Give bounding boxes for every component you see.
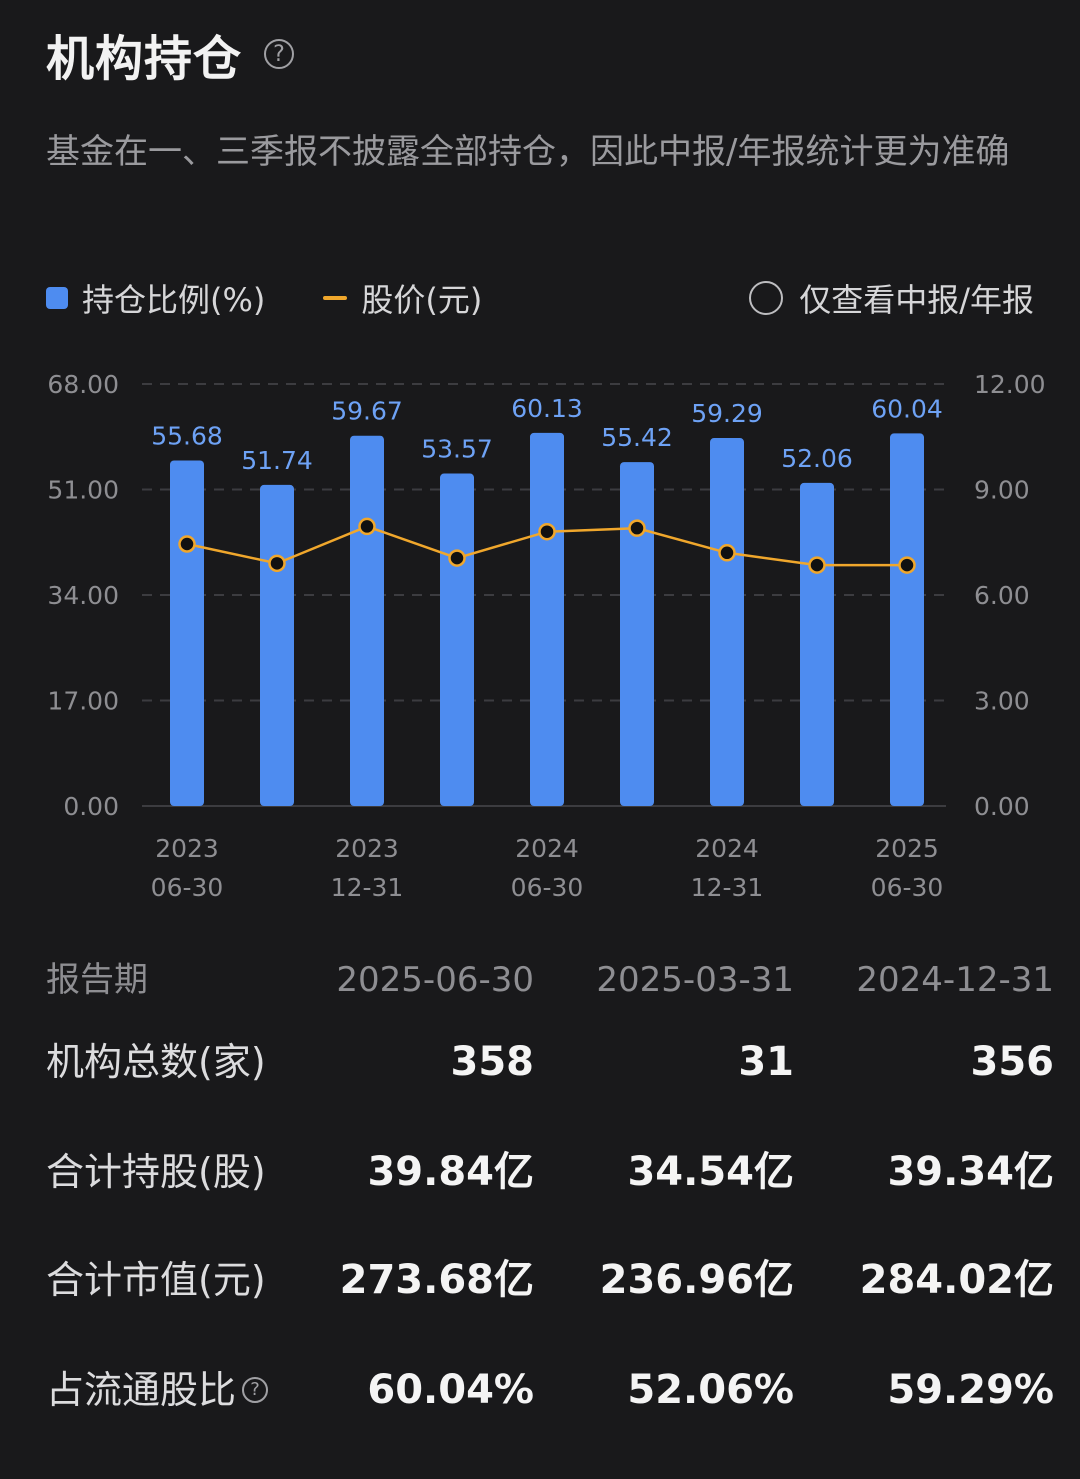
x-tick-date: 06-30 — [511, 873, 584, 902]
row-value-col-3: 356 — [970, 1039, 1055, 1085]
row-value-col-1: 358 — [450, 1039, 535, 1085]
bar — [890, 433, 924, 806]
row-value-col-2: 31 — [738, 1039, 794, 1085]
row-label: 机构总数(家) — [46, 1040, 266, 1084]
row-value-col-3: 39.34亿 — [887, 1149, 1054, 1195]
row-value-col-1: 39.84亿 — [367, 1149, 534, 1195]
row-value-col-1: 273.68亿 — [339, 1257, 534, 1303]
radio-unchecked-icon[interactable] — [749, 281, 784, 315]
y-right-tick-label: 9.00 — [974, 476, 1030, 505]
x-tick-year: 2023 — [155, 834, 219, 863]
legend-swatch-line — [323, 296, 348, 300]
legend-item-stock-price: 股价(元) — [323, 275, 482, 321]
table-row-total-shares: 合计持股(股) 39.84亿 34.54亿 39.34亿 — [46, 1142, 1054, 1202]
bar — [350, 435, 384, 806]
legend-label-holding-ratio: 持仓比例(%) — [82, 281, 266, 319]
y-right-tick-label: 0.00 — [974, 792, 1030, 821]
bar — [620, 462, 654, 806]
bar — [800, 482, 834, 806]
table-header-row: 报告期 2025-06-30 2025-03-31 2024-12-31 — [46, 950, 1054, 1010]
bar — [710, 438, 744, 806]
bar-value-label: 51.74 — [241, 446, 313, 475]
x-tick-year: 2025 — [875, 834, 939, 863]
row-label-with-help: 占流通股比 ? — [46, 1360, 269, 1420]
bar-value-label: 52.06 — [781, 444, 853, 473]
bar-value-label: 55.68 — [151, 421, 223, 450]
legend-label-stock-price: 股价(元) — [361, 281, 483, 319]
table-header-col-2: 2025-03-31 — [596, 960, 794, 1000]
title-row: 机构持仓 ? — [46, 22, 295, 87]
row-value-col-3: 59.29% — [887, 1367, 1054, 1413]
x-tick-date: 12-31 — [691, 873, 764, 902]
row-value-col-3: 284.02亿 — [859, 1257, 1054, 1303]
price-point — [808, 556, 826, 574]
y-left-tick-label: 17.00 — [47, 687, 119, 716]
table-row-institution-count: 机构总数(家) 358 31 356 — [46, 1032, 1054, 1092]
price-point — [448, 549, 466, 567]
x-tick-date: 12-31 — [331, 873, 404, 902]
table-header-col-1: 2025-06-30 — [336, 960, 534, 1000]
chart-legend: 持仓比例(%) 股价(元) 仅查看中报/年报 — [46, 274, 1034, 322]
bar-value-label: 59.29 — [691, 399, 763, 428]
row-label: 占流通股比 — [46, 1368, 237, 1412]
row-value-col-2: 34.54亿 — [627, 1149, 794, 1195]
y-left-tick-label: 34.00 — [47, 581, 119, 610]
table-header-label: 报告期 — [46, 960, 148, 1000]
legend-item-holding-ratio: 持仓比例(%) — [46, 275, 265, 321]
bar — [530, 432, 564, 806]
table-header-col-3: 2024-12-31 — [856, 960, 1054, 1000]
price-point — [358, 517, 376, 536]
x-tick-year: 2023 — [335, 834, 399, 863]
y-left-tick-label: 51.00 — [47, 476, 119, 505]
table-row-float-share-ratio: 占流通股比 ? 60.04% 52.06% 59.29% — [46, 1360, 1054, 1420]
page-title: 机构持仓 — [46, 31, 243, 87]
bar — [260, 484, 294, 806]
y-left-tick-label: 0.00 — [63, 792, 119, 821]
bar-value-label: 60.04 — [871, 394, 943, 423]
row-value-col-1: 60.04% — [367, 1367, 534, 1413]
interim-annual-only-toggle[interactable]: 仅查看中报/年报 — [749, 275, 1034, 321]
row-value-col-2: 52.06% — [627, 1367, 794, 1413]
price-point — [178, 535, 196, 553]
y-right-tick-label: 6.00 — [974, 581, 1030, 610]
x-tick-date: 06-30 — [151, 873, 224, 902]
x-tick-year: 2024 — [515, 834, 579, 863]
bar-value-label: 60.13 — [511, 394, 583, 423]
bar-value-label: 59.67 — [331, 397, 403, 426]
y-left-tick-label: 68.00 — [47, 370, 119, 399]
row-label: 合计持股(股) — [46, 1150, 266, 1194]
x-tick-year: 2024 — [695, 834, 759, 863]
x-tick-date: 06-30 — [871, 873, 944, 902]
price-point — [268, 554, 286, 573]
description-text: 基金在一、三季报不披露全部持仓，因此中报/年报统计更为准确 — [46, 132, 1010, 172]
row-label: 合计市值(元) — [46, 1258, 266, 1302]
row-value-col-2: 236.96亿 — [599, 1257, 794, 1303]
bar — [170, 460, 204, 806]
price-point — [628, 519, 646, 537]
bar — [440, 473, 474, 806]
legend-swatch-bar — [46, 287, 68, 309]
price-point — [898, 556, 916, 574]
holding-chart: 0.00 17.00 34.00 51.00 68.00 0.00 3.00 6.00 9.00… — [47, 370, 1046, 902]
table-row-total-market-value: 合计市值(元) 273.68亿 236.96亿 284.02亿 — [46, 1250, 1054, 1310]
y-right-tick-label: 12.00 — [974, 370, 1046, 399]
bar-value-label: 53.57 — [421, 435, 493, 464]
question-circle-icon[interactable]: ? — [242, 1377, 269, 1403]
bar-value-label: 55.42 — [601, 423, 673, 452]
price-point — [538, 522, 556, 541]
question-circle-icon[interactable]: ? — [264, 39, 295, 69]
toggle-label: 仅查看中报/年报 — [799, 281, 1034, 319]
price-point — [718, 544, 736, 562]
y-right-tick-label: 3.00 — [974, 687, 1030, 716]
